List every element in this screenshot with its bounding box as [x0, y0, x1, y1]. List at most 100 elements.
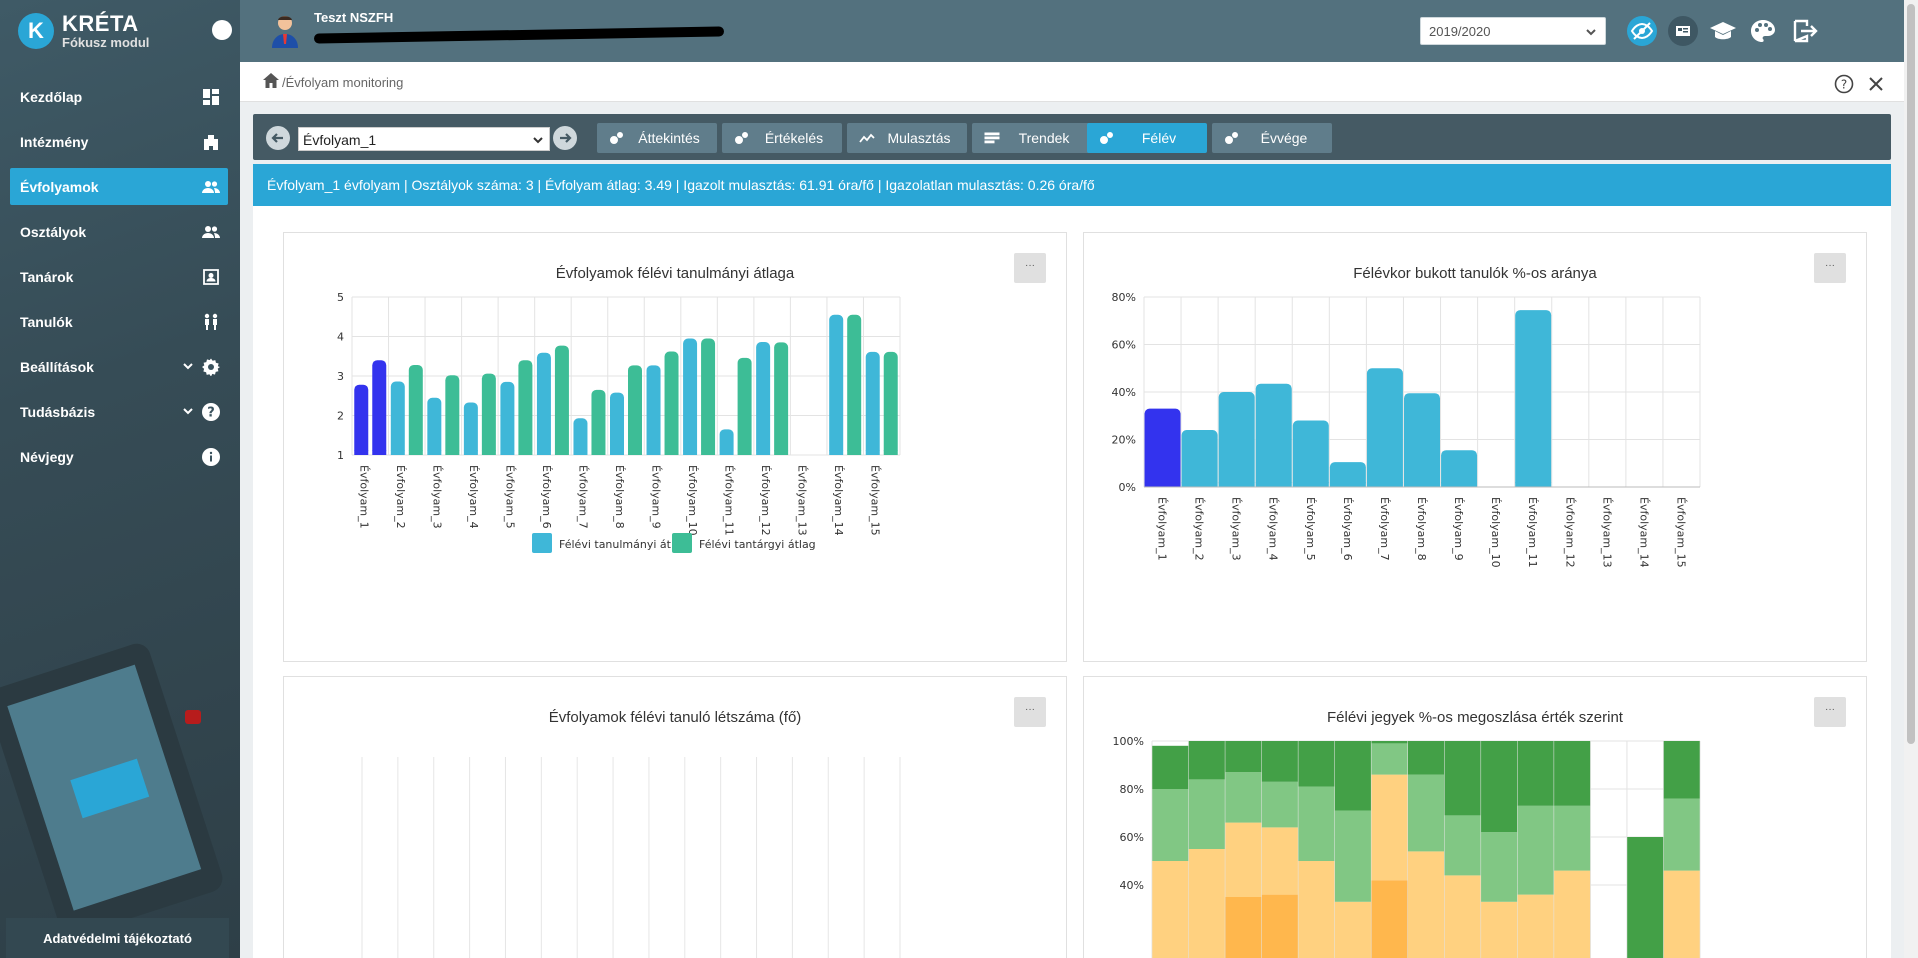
stacked-bar-segment: [1627, 837, 1664, 958]
id-card-icon[interactable]: [1668, 16, 1698, 46]
bar-base: [628, 450, 642, 455]
tab-mulasztas[interactable]: Mulasztás: [847, 123, 967, 153]
privacy-notice-button[interactable]: Adatvédelmi tájékoztató: [6, 918, 229, 958]
sidebar-item-intezmeny[interactable]: Intézmény: [10, 123, 228, 160]
bar: [1181, 430, 1218, 487]
previous-grade-button[interactable]: [266, 126, 290, 150]
stacked-bar-segment: [1261, 827, 1298, 895]
sidebar-item-tanarok[interactable]: Tanárok: [10, 258, 228, 295]
bar-base: [591, 450, 606, 455]
stacked-bar-segment: [1444, 741, 1481, 816]
stacked-bar-segment: [1225, 741, 1262, 773]
x-tick-label: Évfolyam_8: [613, 465, 626, 529]
x-tick-label: Évfolyam_9: [1452, 497, 1465, 561]
arrow-right-icon: [560, 133, 572, 143]
stacked-bar-segment: [1152, 745, 1189, 789]
bar: [445, 375, 460, 455]
bar-base: [445, 450, 460, 455]
y-tick-label: 5: [337, 291, 344, 304]
sidebar-item-beallitasok[interactable]: Beállítások: [10, 348, 228, 385]
x-tick-label: Évfolyam_15: [869, 465, 882, 536]
bar: [554, 345, 569, 455]
sidebar-item-osztalyok[interactable]: Osztályok: [10, 213, 228, 250]
school-year-select[interactable]: 2019/2020: [1420, 17, 1606, 45]
bar-base: [554, 450, 569, 455]
close-icon[interactable]: [1866, 74, 1886, 94]
sidebar-item-kezdolap[interactable]: Kezdőlap: [10, 78, 228, 115]
stacked-bar-segment: [1371, 880, 1408, 958]
chart-card-headcount: Évfolyamok félévi tanuló létszáma (fő) ·…: [283, 676, 1067, 958]
building-icon: [204, 135, 218, 150]
bar-base: [1329, 482, 1366, 487]
logout-icon[interactable]: [1790, 16, 1820, 46]
user-avatar[interactable]: [270, 14, 300, 48]
stacked-bar-segment: [1481, 901, 1518, 958]
grade-select[interactable]: Évfolyam_1: [298, 127, 550, 151]
y-tick-label: 80%: [1120, 783, 1144, 796]
stacked-bar-segment: [1334, 741, 1371, 811]
svg-text:?: ?: [207, 406, 215, 421]
bar: [610, 392, 624, 455]
x-tick-label: Évfolyam_9: [650, 465, 663, 529]
group-icon: [202, 181, 220, 193]
sidebar-toggle-button[interactable]: [212, 20, 232, 40]
chart-card-grade-distribution: Félévi jegyek %-os megoszlása érték szer…: [1083, 676, 1867, 958]
chart-more-button[interactable]: ···: [1014, 697, 1046, 727]
graduation-cap-icon[interactable]: [1708, 16, 1738, 46]
bar-base: [1292, 482, 1329, 487]
tab-trendek[interactable]: Trendek: [972, 123, 1092, 153]
sidebar-item-nevjegy[interactable]: Névjegy: [10, 438, 228, 475]
sidebar-item-tudasbazis[interactable]: Tudásbázis ?: [10, 393, 228, 430]
tab-evvege[interactable]: Évvége: [1212, 123, 1332, 153]
tab-attekintes[interactable]: Áttekintés: [597, 123, 717, 153]
y-tick-label: 0%: [1119, 481, 1136, 494]
stacked-bar-segment: [1298, 786, 1335, 861]
y-tick-label: 3: [337, 370, 344, 383]
next-grade-button[interactable]: [553, 126, 577, 150]
bar: [1255, 383, 1292, 487]
tab-label: Félév: [1141, 130, 1177, 146]
bar-base: [865, 450, 880, 455]
stacked-bar-segment: [1225, 897, 1262, 958]
stacked-bar-segment: [1152, 789, 1189, 861]
failed-ratio-bar-chart: 0% 20% 40% 60% 80% Évfolyam_1 Évfolyam_2 Évfoly…: [1112, 291, 1701, 568]
sidebar: K KRÉTA Fókusz modul Kezdőlap Intézmény …: [0, 0, 240, 958]
tab-ertekeles[interactable]: Értékelés: [722, 123, 842, 153]
scrollbar-thumb[interactable]: [1907, 4, 1915, 744]
stacked-bar-segment: [1444, 875, 1481, 958]
bar: [591, 389, 606, 455]
eye-hidden-icon[interactable]: [1627, 16, 1657, 46]
y-tick-label: 20%: [1112, 434, 1136, 447]
sidebar-item-label: Névjegy: [20, 448, 74, 465]
chart-more-button[interactable]: ···: [1814, 253, 1846, 283]
tab-felev[interactable]: Félév: [1087, 123, 1207, 153]
bar-base: [1404, 482, 1440, 487]
chart-more-button[interactable]: ···: [1814, 697, 1846, 727]
bar: [1218, 392, 1255, 487]
x-tick-label: Évfolyam_5: [1304, 497, 1317, 561]
y-tick-label: 60%: [1112, 339, 1136, 352]
bar-base: [719, 450, 734, 455]
home-icon[interactable]: [262, 72, 280, 90]
bar-base: [573, 450, 588, 455]
page-scrollbar[interactable]: [1904, 0, 1918, 958]
bar: [573, 418, 588, 455]
chart-more-button[interactable]: ···: [1014, 253, 1046, 283]
sidebar-item-tanulok[interactable]: Tanulók: [10, 303, 228, 340]
y-tick-label: 40%: [1112, 386, 1136, 399]
palette-icon[interactable]: [1748, 16, 1778, 46]
bar: [719, 429, 734, 455]
stacked-bar-segment: [1481, 832, 1518, 902]
bar: [737, 357, 752, 455]
y-tick-label: 40%: [1120, 879, 1144, 892]
group-icon: [202, 226, 220, 238]
contact-card-icon: [203, 269, 219, 285]
help-icon[interactable]: ?: [1834, 74, 1854, 94]
brand[interactable]: K KRÉTA Fókusz modul: [0, 0, 240, 62]
stacked-bar-segment: [1444, 815, 1481, 876]
bar: [1366, 368, 1403, 487]
sidebar-item-evfolyamok[interactable]: Évfolyamok: [10, 168, 228, 205]
bar: [500, 381, 515, 455]
bar-base: [1218, 482, 1255, 487]
bar: [756, 342, 771, 455]
